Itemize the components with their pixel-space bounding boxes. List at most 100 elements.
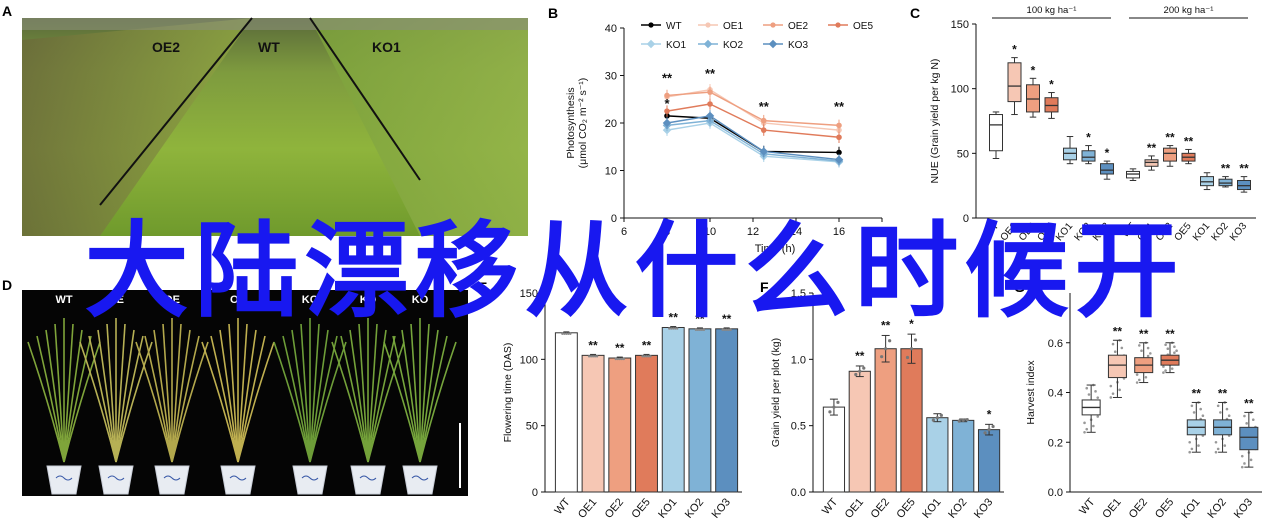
x-tick-label: OE5 [629,496,652,521]
significance-mark: ** [1165,327,1175,341]
sample-dot [1214,450,1218,454]
x-tick-label: WT [1077,496,1097,517]
sample-dot [1190,404,1194,408]
y-tick-label: 0 [963,213,969,225]
plant-stem [153,329,173,463]
plant-stem [36,335,65,463]
series-line [666,115,840,154]
chart-harvest-index: 0.0 0.2 0.4 0.6 Harvest index WT ** OE1 ** OE2 ** O… [1025,293,1262,521]
replicate-dot [645,355,648,358]
bar [661,326,685,493]
sample-dot [1245,422,1248,425]
significance-mark: ** [1165,131,1175,145]
plant-pot [98,465,134,495]
bar [952,419,975,493]
plant-stem [237,335,266,463]
significance-mark: ** [881,318,891,332]
sample-dot [1223,444,1227,447]
bar [977,429,1001,493]
x-tick-label: OE2 [869,496,892,521]
bar [926,417,949,493]
plant: OE [201,294,275,495]
legend-label: KO3 [788,40,808,51]
sample-dot [1092,424,1095,428]
sample-dot [1111,342,1115,346]
replicate-dot [935,416,939,420]
y-tick-label: 0 [611,213,617,225]
plant-stem [201,341,239,463]
replicate-dot [832,405,836,409]
legend-label: OE5 [853,21,873,32]
x-tick-label: KO1 [920,496,943,521]
bar [688,328,712,493]
sample-dot [1083,421,1086,425]
replicate-dot [965,417,969,422]
replicate-dot [587,355,591,358]
sample-dot [1240,454,1244,458]
plant-stem [219,329,239,463]
plant-stem [309,329,329,463]
x-tick-label: KO2 [683,496,706,521]
sample-dot [1085,427,1089,431]
sample-dot [1096,396,1100,399]
plant-stem [228,323,239,463]
panel-letter-f: F [760,279,769,295]
data-point [760,117,767,124]
plant: WT [27,294,101,495]
plant-stem [88,335,117,463]
plant-stem [309,341,347,463]
plant-stem [171,341,209,463]
replicate-dot [561,332,564,335]
x-tick-label: KO2 [1210,221,1232,244]
sample-dot [1162,365,1165,368]
plant-stem [383,341,421,463]
plant-stem [282,335,311,463]
plant-stem [115,341,153,463]
y-tick-label: 100 [951,84,969,96]
plant-label: OE [108,294,124,306]
plant-label: KO [412,294,429,306]
sample-dot [1249,458,1253,462]
significance-mark: * [1105,146,1110,160]
replicate-dot [931,418,935,422]
sample-dot [1219,411,1222,414]
replicate-dot [913,338,918,342]
data-point [705,111,715,121]
replicate-dot [618,357,621,361]
sample-dot [1251,418,1255,421]
sample-dot [1138,344,1141,347]
plant: KO [383,294,457,495]
y-tick-label: 50 [957,148,969,160]
panel-a: A OE2 WT KO1 [2,3,528,236]
series-line [666,91,840,127]
sample-dot [1111,392,1115,395]
box [1163,147,1177,162]
sample-dot [1162,371,1165,374]
replicate-dot [909,347,914,351]
significance-mark: ** [615,341,625,355]
plant-stem [367,329,387,463]
plant-stem [115,323,126,463]
plant-pot [402,465,438,495]
x-tick-label: KO1 [1191,221,1213,244]
plant-stem [300,323,311,463]
sample-dot [1201,414,1205,418]
x-tick-label: 8 [664,226,670,238]
replicate-dot [616,357,619,361]
sample-dot [1243,462,1246,465]
sample-dot [1164,369,1167,372]
y-tick-label: 100 [520,354,538,366]
pot-decoration [163,475,181,481]
sample-dot [1083,431,1086,434]
sample-dot [1087,393,1091,396]
series-line [666,119,840,162]
y-tick-label: 0.0 [791,487,806,499]
sample-dot [1175,349,1178,353]
data-point [707,89,713,95]
x-tick-label: WT [552,496,572,517]
x-tick-label: KO1 [1054,221,1076,244]
y-tick-label: 0.0 [1048,487,1063,499]
plant-stem [45,329,65,463]
plant-pot [292,465,328,495]
